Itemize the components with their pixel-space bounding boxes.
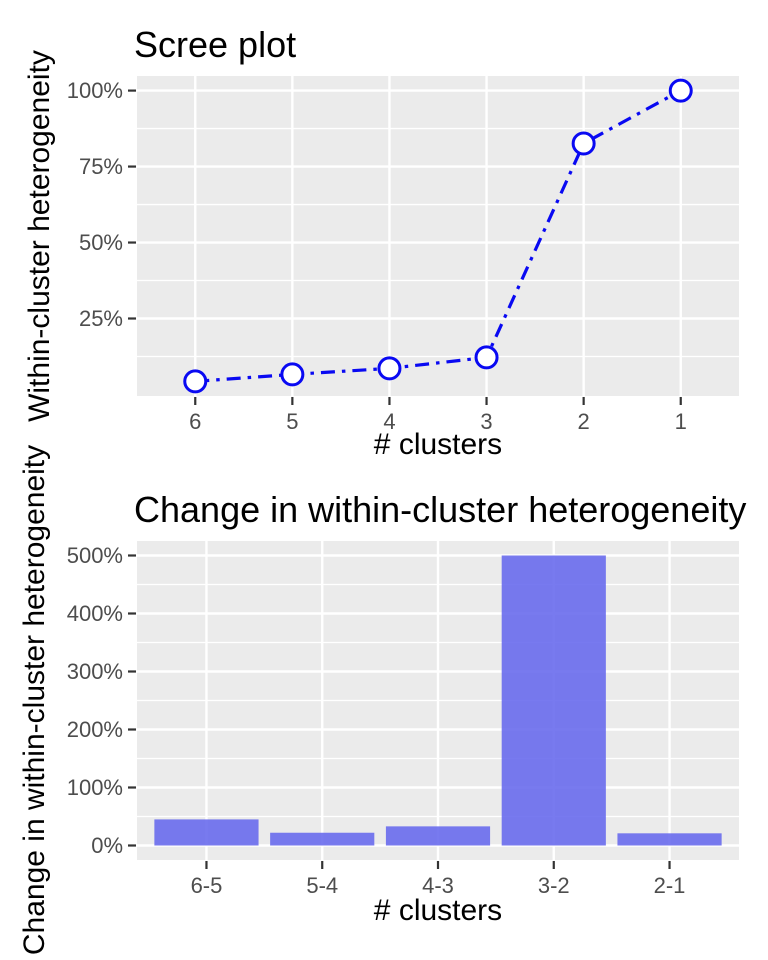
change-bar-plot-title: Change in within-cluster heterogeneity	[134, 489, 747, 530]
scree-plot: 25% 50% 75% 100% 6 5 4 3 2 1 Scree plot Within-cl…	[0, 0, 768, 470]
panel-background	[137, 76, 739, 396]
data-point-4	[377, 356, 402, 381]
y-tick-label: 500%	[67, 543, 123, 568]
data-point-3	[474, 345, 499, 370]
x-tick-label: 5	[286, 409, 298, 434]
scree-plot-panel: 25% 50% 75% 100% 6 5 4 3 2 1	[67, 76, 739, 434]
x-tick-label: 2	[578, 409, 590, 434]
change-bar-plot-y-axis-title: Change in within-cluster heterogeneity	[18, 444, 51, 956]
x-tick-label: 4	[383, 409, 395, 434]
x-tick-label: 6	[189, 409, 201, 434]
y-tick-label: 100%	[67, 775, 123, 800]
scree-plot-title: Scree plot	[134, 24, 297, 65]
x-tick-label: 3	[480, 409, 492, 434]
y-tick-label: 50%	[79, 230, 123, 255]
scree-plot-x-axis-title: # clusters	[373, 428, 503, 461]
bar-2-1	[617, 833, 722, 846]
data-point-1	[668, 78, 693, 103]
y-tick-label: 400%	[67, 601, 123, 626]
y-tick-label: 0%	[91, 833, 123, 858]
x-tick-label: 2-1	[654, 873, 686, 898]
bar-6-5	[154, 819, 259, 846]
x-tick-label: 1	[675, 409, 687, 434]
scree-line	[195, 89, 682, 384]
y-tick-label: 200%	[67, 717, 123, 742]
x-tick-label: 3-2	[538, 873, 570, 898]
y-tick-label: 300%	[67, 659, 123, 684]
change-bar-plot-panel: 0% 100% 200% 300% 400% 500% 6-5 5-4 4-3 3-2 2-1	[67, 541, 739, 898]
y-tick-label: 25%	[79, 306, 123, 331]
data-point-5	[280, 362, 305, 387]
data-point-2	[571, 131, 596, 156]
change-bar-plot: 0% 100% 200% 300% 400% 500% 6-5 5-4 4-3 3-2 2-1 Ch…	[0, 445, 768, 960]
y-tick-label: 75%	[79, 154, 123, 179]
scree-plot-y-axis-title: Within-cluster heterogeneity	[23, 50, 56, 422]
x-tick-label: 4-3	[422, 873, 454, 898]
bar-3-2	[501, 555, 606, 846]
bar-4-3	[385, 826, 491, 846]
change-bar-plot-x-axis-title: # clusters	[373, 894, 503, 927]
x-tick-label: 6-5	[191, 873, 223, 898]
x-tick-label: 5-4	[306, 873, 338, 898]
bar-5-4	[270, 832, 375, 846]
data-point-6	[183, 369, 208, 394]
y-tick-label: 100%	[67, 78, 123, 103]
